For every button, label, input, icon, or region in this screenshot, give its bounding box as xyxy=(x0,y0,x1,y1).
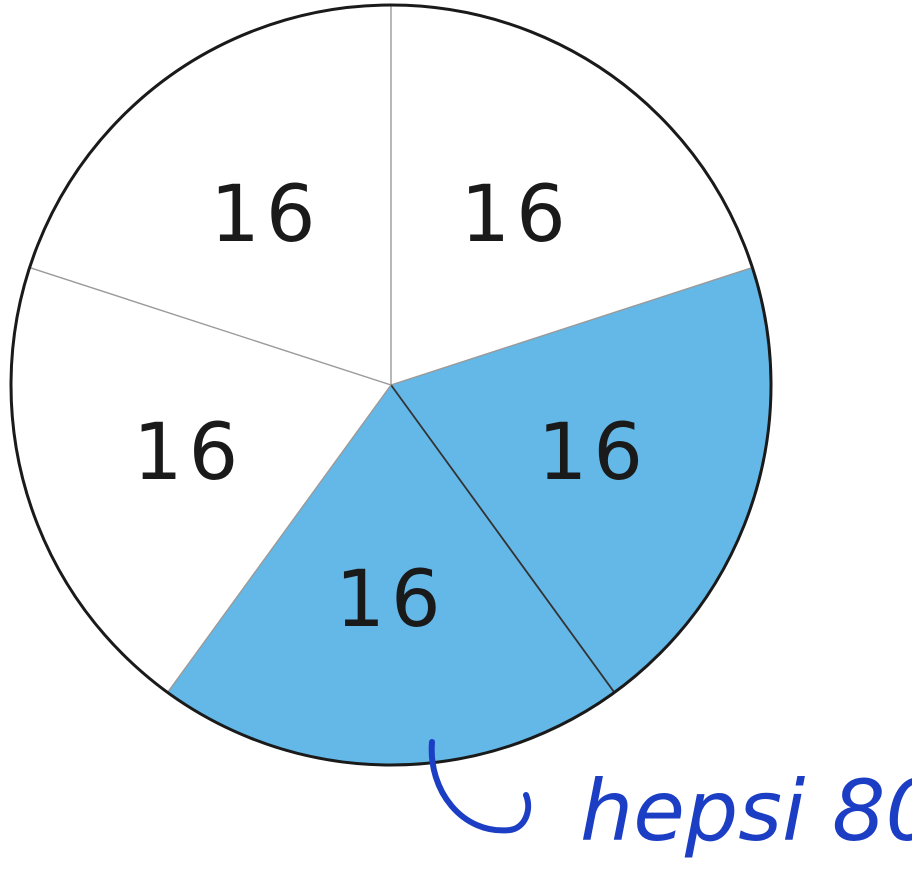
pie-outline xyxy=(9,3,773,767)
pie-divider xyxy=(167,384,392,693)
pie-dividers xyxy=(29,5,753,693)
pie-divider xyxy=(390,266,753,386)
pie-slice xyxy=(167,385,615,765)
slice-label: 16 xyxy=(133,408,244,498)
curved-arrow-icon xyxy=(428,739,532,834)
pie-slice xyxy=(29,5,392,385)
slice-labels: 16 16 16 16 16 xyxy=(133,170,649,645)
pie-slice xyxy=(391,5,753,385)
pie-divider xyxy=(29,266,392,386)
annotation-text: hepsi 80 xyxy=(580,762,912,860)
slice-label: 16 xyxy=(210,170,321,260)
pie-slices xyxy=(11,5,771,765)
pie-slice xyxy=(391,267,771,693)
slice-label: 16 xyxy=(335,555,446,645)
slice-label: 16 xyxy=(460,170,571,260)
slice-label: 16 xyxy=(538,408,649,498)
pie-divider xyxy=(390,384,616,693)
pie-slice xyxy=(11,267,392,693)
